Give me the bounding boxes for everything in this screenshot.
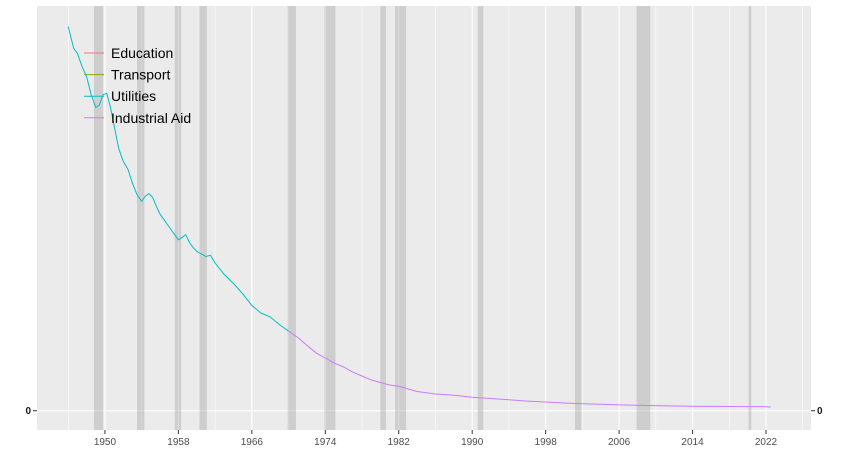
legend-label-utilities: Utilities bbox=[111, 88, 156, 104]
series-lines bbox=[67, 26, 771, 408]
recession-band bbox=[748, 6, 752, 430]
recession-band bbox=[174, 6, 182, 430]
recession-band bbox=[575, 6, 582, 430]
x-tick-label: 1982 bbox=[388, 437, 411, 448]
x-tick-label: 1998 bbox=[535, 437, 558, 448]
y-tick-label-left: 0 bbox=[25, 406, 31, 417]
series-line-industrial-aid bbox=[288, 330, 771, 408]
x-axis: 1950 1958 1966 1974 1982 1990 1998 2006 2014 2022 bbox=[94, 430, 778, 448]
y-axis-right: 0 bbox=[811, 406, 823, 417]
legend-label-transport: Transport bbox=[111, 67, 171, 83]
x-tick-label: 1990 bbox=[461, 437, 484, 448]
x-tick-label: 2006 bbox=[608, 437, 631, 448]
y-axis-left: 0 bbox=[25, 406, 37, 417]
x-tick-label: 1950 bbox=[94, 437, 117, 448]
major-grid bbox=[37, 6, 811, 430]
recession-band bbox=[395, 6, 407, 430]
recession-band bbox=[137, 6, 145, 430]
recession-band bbox=[324, 6, 336, 430]
recession-band bbox=[287, 6, 296, 430]
series-line-utilities bbox=[67, 26, 289, 332]
x-tick-label: 1958 bbox=[167, 437, 190, 448]
recession-band bbox=[199, 6, 207, 430]
x-tick-label: 2014 bbox=[681, 437, 704, 448]
x-tick-label: 2022 bbox=[755, 437, 778, 448]
legend: Education Transport Utilities Industrial Ai… bbox=[84, 45, 191, 126]
recession-band bbox=[93, 6, 104, 430]
legend-label-education: Education bbox=[111, 45, 173, 61]
y-tick-label-right: 0 bbox=[817, 406, 823, 417]
plot-panel bbox=[37, 6, 811, 430]
minor-grid bbox=[67, 6, 804, 430]
recession-band bbox=[477, 6, 484, 430]
recession-bands bbox=[93, 6, 752, 430]
recession-band bbox=[636, 6, 651, 430]
x-tick-label: 1966 bbox=[241, 437, 264, 448]
recession-band bbox=[380, 6, 386, 430]
x-tick-label: 1974 bbox=[314, 437, 337, 448]
legend-label-industrial-aid: Industrial Aid bbox=[111, 110, 191, 126]
